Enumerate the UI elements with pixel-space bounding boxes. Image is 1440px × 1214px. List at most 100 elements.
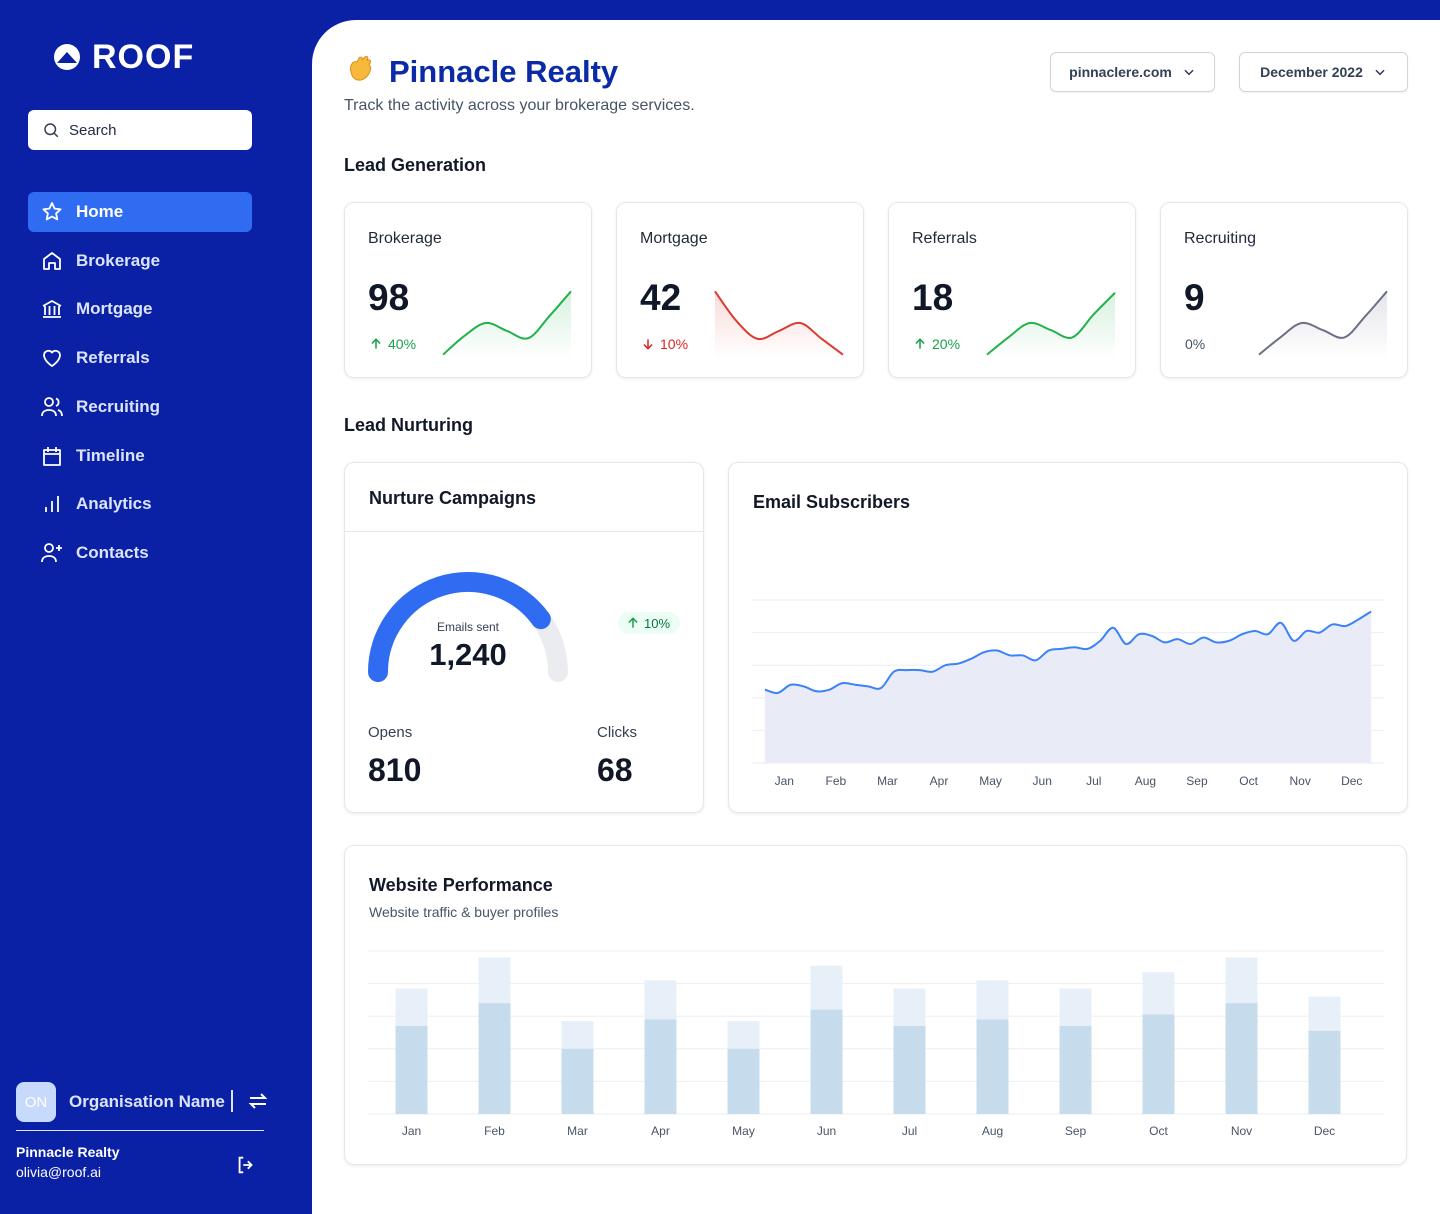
icon bbox=[1184, 69, 1194, 76]
nav-label: Contacts bbox=[76, 542, 149, 562]
icon bbox=[45, 496, 59, 513]
change-label: 40% bbox=[388, 336, 417, 352]
nav-label: Brokerage bbox=[76, 250, 161, 270]
chevron bbox=[1184, 69, 1194, 76]
subscribers-card: Email Subscribers bbox=[728, 462, 1408, 813]
nav-label: Analytics bbox=[76, 494, 152, 514]
trend-icon bbox=[371, 338, 381, 349]
change-badge: 10% bbox=[618, 612, 681, 634]
gauge-label: Emails sent bbox=[436, 620, 500, 634]
trend-icon bbox=[643, 339, 653, 350]
change: 10% bbox=[641, 336, 688, 352]
arrow bbox=[915, 338, 925, 349]
icon bbox=[42, 202, 62, 221]
lead-card: Brokerage 98 40% bbox=[344, 202, 592, 378]
sparkline-line bbox=[1258, 290, 1388, 356]
nav-label: Recruiting bbox=[76, 396, 161, 416]
nav-label: Timeline bbox=[76, 445, 145, 465]
wave-icon bbox=[350, 55, 372, 81]
page-subtitle: Track the activity across your brokerage… bbox=[344, 97, 695, 114]
card-subtitle: Website traffic & buyer profiles bbox=[369, 904, 559, 920]
nav-item[interactable]: Analytics bbox=[28, 484, 252, 524]
nav-label: Mortgage bbox=[76, 299, 153, 319]
section-title: Lead Nurturing bbox=[344, 415, 473, 435]
icon bbox=[42, 300, 62, 319]
nav-icon bbox=[41, 542, 62, 562]
sparkline-line bbox=[714, 290, 844, 356]
card-value: 18 bbox=[912, 277, 954, 318]
nav-icon bbox=[42, 202, 62, 221]
gauge-fill bbox=[368, 572, 551, 682]
card-title: Referrals bbox=[912, 230, 977, 247]
stat-value: 68 bbox=[597, 752, 633, 788]
nav-item[interactable]: Timeline bbox=[28, 436, 252, 476]
nav-item[interactable]: Home bbox=[28, 192, 252, 232]
filter-label: December 2022 bbox=[1260, 64, 1363, 80]
nav-icon bbox=[43, 251, 61, 270]
arrow bbox=[371, 338, 381, 349]
logo-icon bbox=[54, 44, 80, 70]
filter-dropdown[interactable]: December 2022 bbox=[1239, 52, 1408, 92]
icon bbox=[43, 446, 61, 466]
section-title: Lead Generation bbox=[344, 155, 487, 175]
trend-icon bbox=[915, 338, 925, 349]
sparkline bbox=[442, 290, 572, 359]
sparkline-line bbox=[986, 292, 1116, 356]
nav-item[interactable]: Mortgage bbox=[28, 289, 252, 329]
icon bbox=[41, 542, 62, 562]
nav-icon bbox=[42, 300, 62, 319]
stat-label: Clicks bbox=[597, 724, 637, 741]
nav-label: Home bbox=[76, 202, 124, 221]
sparkline-line bbox=[442, 290, 572, 356]
user-name: Pinnacle Realty bbox=[16, 1144, 120, 1160]
search-icon bbox=[44, 123, 59, 138]
nav-item[interactable]: Recruiting bbox=[28, 387, 252, 427]
card-title: Nurture Campaigns bbox=[369, 488, 537, 508]
lead-card: Recruiting 9 0% bbox=[1160, 202, 1408, 378]
filter-label: pinnaclere.com bbox=[1069, 64, 1172, 80]
change-label: 10% bbox=[660, 336, 689, 352]
search-box[interactable]: Search bbox=[28, 110, 252, 150]
filter-dropdown[interactable]: pinnaclere.com bbox=[1050, 52, 1215, 92]
sparkline-area bbox=[1259, 291, 1387, 359]
sparkline bbox=[1258, 290, 1388, 359]
icon bbox=[41, 396, 63, 416]
switch-icon[interactable] bbox=[246, 1089, 270, 1113]
website-card: Website Performance Website traffic & bu… bbox=[344, 845, 1407, 1165]
sparkline-area bbox=[987, 292, 1115, 359]
card-title: Mortgage bbox=[640, 230, 708, 247]
icon bbox=[1375, 69, 1385, 76]
logo: ROOF bbox=[92, 38, 195, 76]
divider bbox=[345, 531, 703, 532]
arrow bbox=[628, 617, 638, 628]
change: 40% bbox=[369, 336, 416, 352]
divider bbox=[16, 1130, 264, 1131]
sparkline bbox=[714, 290, 844, 359]
trend-icon bbox=[628, 617, 638, 628]
page-title: Pinnacle Realty bbox=[389, 54, 619, 89]
nav-icon bbox=[43, 350, 61, 367]
sparkline-area bbox=[715, 291, 843, 359]
sparkline bbox=[986, 292, 1116, 359]
card-title: Email Subscribers bbox=[753, 492, 911, 512]
stat-label: Opens bbox=[368, 724, 413, 741]
org-avatar: ON bbox=[16, 1082, 56, 1122]
gauge bbox=[368, 572, 568, 682]
nav-item[interactable]: Brokerage bbox=[28, 241, 252, 281]
arrow bbox=[643, 339, 653, 350]
logout-icon[interactable] bbox=[235, 1154, 257, 1176]
nav-icon bbox=[43, 446, 61, 466]
icon bbox=[43, 350, 61, 367]
lead-card: Referrals 18 20% bbox=[888, 202, 1136, 378]
nav-label: Referrals bbox=[76, 348, 150, 368]
change: 20% bbox=[913, 336, 960, 352]
nav-item[interactable]: Referrals bbox=[28, 338, 252, 378]
nav-item[interactable]: Contacts bbox=[28, 533, 252, 573]
change: 0% bbox=[1185, 336, 1205, 352]
campaigns-card: Nurture Campaigns bbox=[344, 462, 704, 813]
lead-card: Mortgage 42 10% bbox=[616, 202, 864, 378]
card-value: 42 bbox=[640, 277, 682, 318]
card-title: Website Performance bbox=[369, 875, 553, 895]
card-title: Recruiting bbox=[1184, 230, 1257, 247]
